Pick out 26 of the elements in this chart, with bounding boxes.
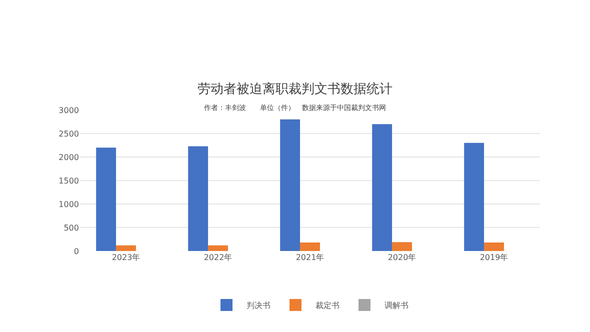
legend-label: 裁定书: [316, 301, 340, 310]
bar: [300, 242, 320, 251]
bar: [116, 245, 136, 251]
x-tick-label: 2023年: [112, 253, 140, 262]
bar: [372, 124, 392, 251]
y-tick-label: 0: [74, 246, 79, 256]
x-tick-label: 2022年: [204, 253, 232, 262]
y-tick-label: 1500: [58, 176, 79, 186]
x-tick-label: 2020年: [388, 253, 416, 262]
bar: [392, 242, 412, 251]
x-tick-label: 2021年: [296, 253, 324, 262]
y-tick-label: 2500: [58, 129, 79, 138]
chart-title: 劳动者被迫离职裁判文书数据统计: [198, 80, 392, 97]
legend-label: 调解书: [384, 301, 408, 310]
y-tick-label: 500: [64, 223, 79, 232]
y-tick-label: 2000: [58, 152, 79, 162]
y-tick-label: 3000: [58, 106, 79, 115]
legend-label: 判决书: [246, 301, 270, 310]
bar: [188, 146, 208, 251]
bar: [96, 148, 116, 251]
y-tick-label: 1000: [58, 200, 79, 209]
bar: [208, 245, 228, 251]
bar: [280, 119, 300, 251]
x-tick-label: 2019年: [480, 253, 508, 262]
bar: [484, 242, 504, 251]
bar: [464, 142, 484, 251]
